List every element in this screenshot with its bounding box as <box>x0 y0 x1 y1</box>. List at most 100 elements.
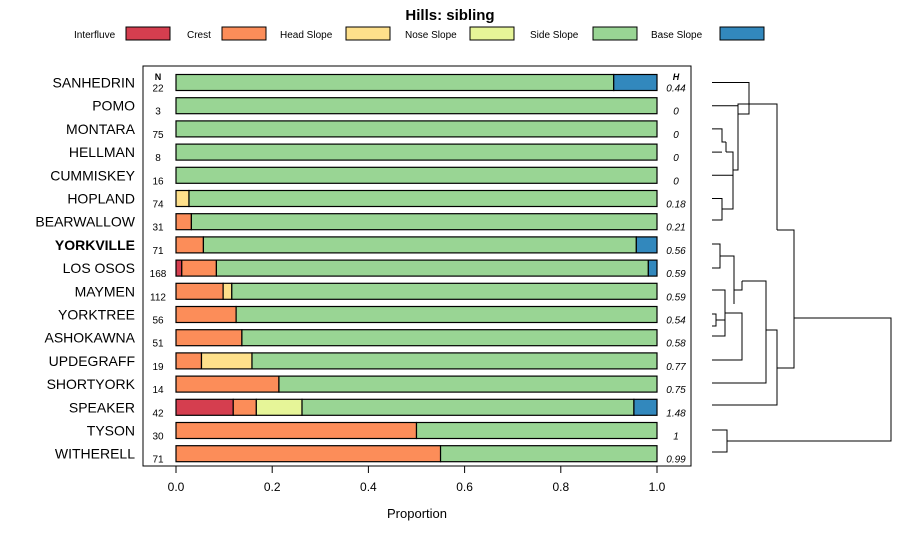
legend-swatch-head-slope <box>345 26 391 41</box>
row-n-value: 16 <box>152 176 164 187</box>
row-label: YORKVILLE <box>55 237 135 253</box>
row-n-value: 3 <box>155 107 161 118</box>
row-n-value: 168 <box>150 269 167 280</box>
legend: Interfluve Crest Head Slope Nose Slope Side … <box>74 26 765 41</box>
row-n-value: 19 <box>152 362 164 373</box>
bar-segment-crest <box>175 421 418 440</box>
row-label: MONTARA <box>66 121 136 137</box>
dendrogram-branch <box>777 229 795 369</box>
bar-segment-base-slope <box>633 398 658 416</box>
row-n-value: 42 <box>152 408 164 419</box>
bar-segment-base-slope <box>647 259 658 277</box>
bar-segment-side-slope <box>439 445 658 463</box>
row-montara: MONTARA 75 0 <box>66 120 679 141</box>
row-h-value: 0.21 <box>666 223 685 234</box>
row-label: POMO <box>92 98 135 114</box>
bar-segment-base-slope <box>635 236 658 254</box>
row-speaker: SPEAKER 42 1.48 <box>69 398 686 419</box>
dendrogram-branch <box>734 281 743 291</box>
bar-segment-side-slope <box>251 352 658 370</box>
row-n-value: 8 <box>155 153 161 164</box>
bar-segment-side-slope <box>235 305 658 324</box>
bar-segment-crest <box>175 305 237 324</box>
dendrogram-branch <box>712 105 739 125</box>
bar-segment-crest <box>175 352 203 370</box>
row-cummiskey: CUMMISKEY 16 0 <box>50 166 679 187</box>
legend-label-side-slope: Side Slope <box>530 30 579 41</box>
row-n-value: 30 <box>152 432 164 443</box>
row-updegraff: UPDEGRAFF 19 0.77 <box>49 352 686 373</box>
bar-segment-side-slope <box>175 120 658 138</box>
bar-segment-crest <box>175 213 192 231</box>
bar-segment-head-slope <box>200 352 253 370</box>
legend-swatch-base-slope <box>719 26 765 41</box>
bar-segment-base-slope <box>613 73 658 92</box>
dendrogram-branch <box>712 198 723 221</box>
row-n-value: 71 <box>152 455 164 466</box>
bar-segment-crest <box>175 282 224 300</box>
bar-segment-side-slope <box>175 73 615 92</box>
dendrogram-branch <box>712 151 734 176</box>
h-header: H <box>673 72 680 82</box>
legend-label-interfluve: Interfluve <box>74 30 116 41</box>
row-shortyork: SHORTYORK 14 0.75 <box>47 375 686 396</box>
row-n-value: 51 <box>152 339 164 350</box>
row-h-value: 0.18 <box>666 200 686 211</box>
row-label: HOPLAND <box>67 191 135 207</box>
row-h-value: 1 <box>673 432 679 443</box>
row-n-value: 22 <box>152 84 164 95</box>
row-h-value: 0.44 <box>666 84 686 95</box>
row-h-value: 0.59 <box>666 292 686 303</box>
row-bearwallow: BEARWALLOW 31 0.21 <box>35 213 686 234</box>
bar-segment-side-slope <box>301 398 635 416</box>
bar-segment-interfluve <box>175 259 183 277</box>
row-h-value: 0.54 <box>666 316 686 327</box>
row-label: BEARWALLOW <box>35 214 135 230</box>
dendrogram-branch <box>712 280 767 384</box>
legend-swatch-side-slope <box>592 26 638 41</box>
dendrogram-branch <box>749 103 778 230</box>
x-tick-label: 1.0 <box>649 480 666 494</box>
row-n-value: 71 <box>152 246 164 257</box>
row-label: SANHEDRIN <box>53 75 135 91</box>
row-label: UPDEGRAFF <box>49 353 135 369</box>
chart-title: Hills: sibling <box>405 7 494 24</box>
bar-segment-side-slope <box>215 259 649 277</box>
legend-label-crest: Crest <box>187 30 211 41</box>
bar-segment-nose-slope <box>255 398 303 416</box>
row-h-value: 0.99 <box>666 455 686 466</box>
row-witherell: WITHERELL 71 0.99 <box>55 445 686 466</box>
dendrogram-branch <box>720 255 735 304</box>
row-yorkville: YORKVILLE 71 0.56 <box>55 236 686 257</box>
bar-segment-side-slope <box>175 143 658 161</box>
row-label: SHORTYORK <box>47 376 136 392</box>
row-hopland: HOPLAND 74 0.18 <box>67 189 686 211</box>
bar-segment-crest <box>175 375 280 393</box>
dendrogram-branch <box>733 103 750 171</box>
legend-swatch-interfluve <box>125 26 171 41</box>
dendrogram-branch <box>712 289 726 337</box>
bar-segment-interfluve <box>175 398 234 416</box>
row-h-value: 0.56 <box>666 246 686 257</box>
x-tick-label: 0.0 <box>168 480 185 494</box>
row-h-value: 0 <box>673 130 679 141</box>
x-axis-label: Proportion <box>387 506 447 521</box>
bar-segment-head-slope <box>175 189 190 208</box>
row-h-value: 0 <box>673 153 679 164</box>
row-yorktree: YORKTREE 56 0.54 <box>58 305 686 327</box>
legend-label-base-slope: Base Slope <box>651 30 703 41</box>
row-label: HELLMAN <box>69 144 135 160</box>
row-label: WITHERELL <box>55 446 135 462</box>
row-n-value: 14 <box>152 385 164 396</box>
dendrogram-branch <box>712 128 726 143</box>
plot-panel <box>142 65 692 467</box>
x-tick-label: 0.8 <box>552 480 569 494</box>
dendrogram-branch <box>712 82 750 115</box>
dendrogram-branch <box>712 429 728 453</box>
bar-segment-crest <box>232 398 257 416</box>
bar-segment-head-slope <box>222 282 233 300</box>
legend-label-nose-slope: Nose Slope <box>405 30 457 41</box>
row-pomo: POMO 3 0 <box>92 97 679 118</box>
row-hellman: HELLMAN 8 0 <box>69 143 679 164</box>
row-tyson: TYSON 30 1 <box>87 421 679 443</box>
